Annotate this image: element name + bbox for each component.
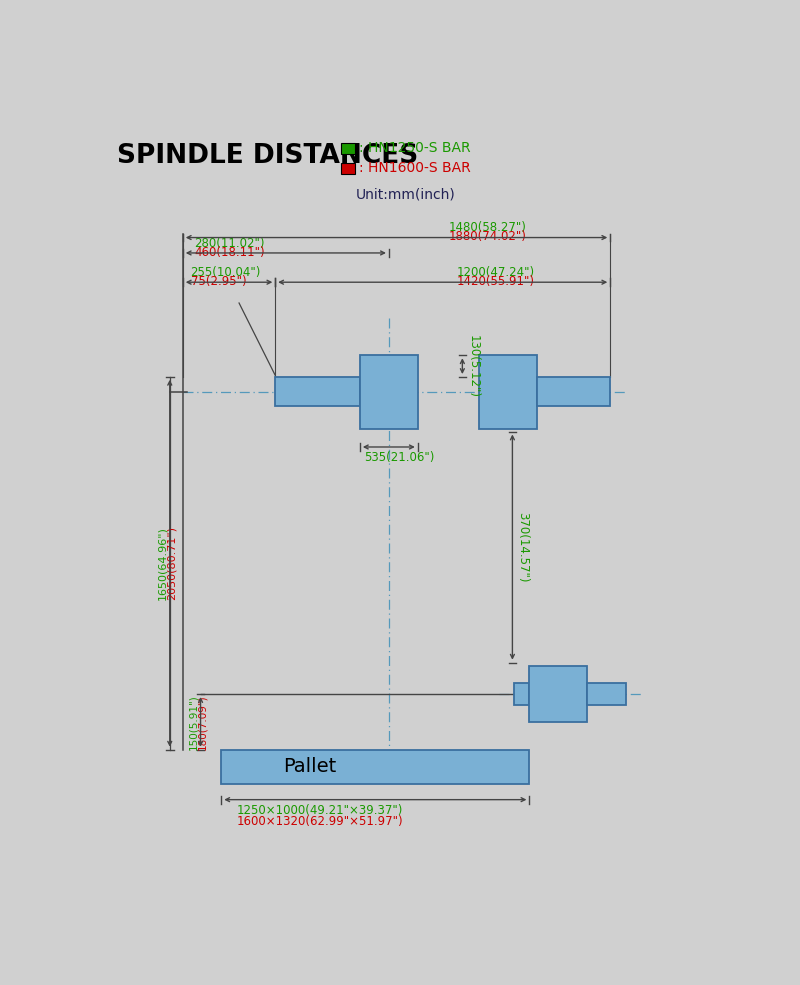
Text: SPINDLE DISTANCES: SPINDLE DISTANCES [118,143,418,168]
Bar [514,684,530,705]
Text: 460(18.11"): 460(18.11") [194,246,265,259]
Text: 280(11.02"): 280(11.02") [194,236,265,250]
Text: 1480(58.27"): 1480(58.27") [449,221,526,233]
Text: 1880(74.02"): 1880(74.02") [449,230,526,243]
Bar [341,143,354,154]
Text: 1420(55.91"): 1420(55.91") [456,276,534,289]
Bar [587,684,626,705]
Text: 1250×1000(49.21"×39.37"): 1250×1000(49.21"×39.37") [237,804,403,817]
Text: 370(14.57"): 370(14.57") [516,512,530,582]
Text: 150(5.91"): 150(5.91") [188,694,198,750]
Bar [530,667,587,722]
Text: 535(21.06"): 535(21.06") [364,451,434,464]
Bar [360,356,418,428]
Text: 255(10.04"): 255(10.04") [190,266,261,279]
Bar [222,750,530,784]
Text: 2050(80.71"): 2050(80.71") [166,526,176,600]
Bar [537,377,610,406]
Text: 75(2.95"): 75(2.95") [190,276,246,289]
Bar [341,163,354,173]
Text: Unit:mm(inch): Unit:mm(inch) [356,187,456,202]
Bar [275,377,360,406]
Text: 180(7.09"): 180(7.09") [197,694,207,750]
Text: Pallet: Pallet [283,757,336,776]
Text: : HN1600-S BAR: : HN1600-S BAR [359,162,471,175]
Text: 1650(64.96"): 1650(64.96") [157,526,167,600]
Bar [479,356,537,428]
Text: 1200(47.24"): 1200(47.24") [456,266,534,279]
Text: 1600×1320(62.99"×51.97"): 1600×1320(62.99"×51.97") [237,815,403,828]
Text: : HN1250-S BAR: : HN1250-S BAR [359,141,471,156]
Text: 130(5.12"): 130(5.12") [466,335,479,398]
